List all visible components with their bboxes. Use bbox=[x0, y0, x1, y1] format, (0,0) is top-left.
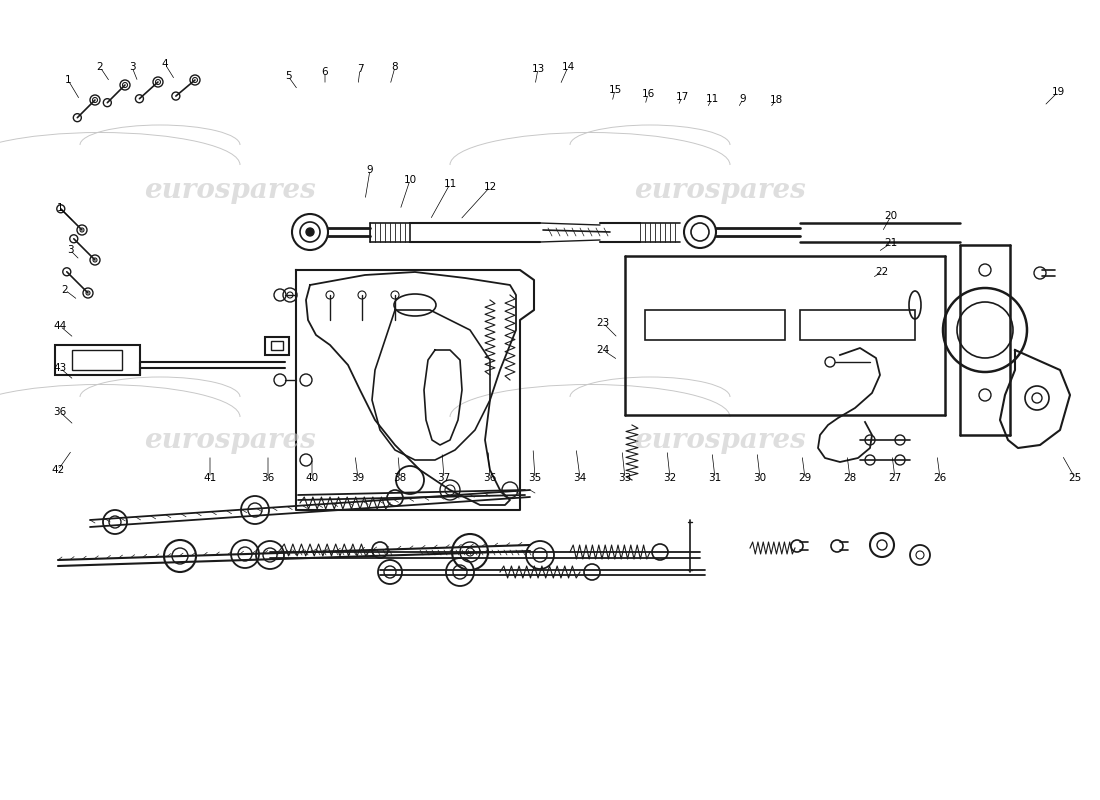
Text: 23: 23 bbox=[596, 318, 609, 328]
Text: 10: 10 bbox=[404, 175, 417, 185]
Text: 44: 44 bbox=[54, 321, 67, 331]
Text: 25: 25 bbox=[1068, 473, 1081, 483]
Text: 13: 13 bbox=[531, 64, 544, 74]
Text: 33: 33 bbox=[618, 473, 631, 483]
Text: 36: 36 bbox=[54, 407, 67, 417]
Text: 16: 16 bbox=[641, 89, 654, 99]
Text: 3: 3 bbox=[129, 62, 135, 72]
Text: 20: 20 bbox=[884, 211, 898, 221]
Text: 38: 38 bbox=[394, 473, 407, 483]
Text: 1: 1 bbox=[65, 75, 72, 85]
Text: 7: 7 bbox=[356, 64, 363, 74]
Text: 21: 21 bbox=[884, 238, 898, 248]
Bar bbox=[800, 310, 915, 340]
Text: 36: 36 bbox=[262, 473, 275, 483]
Bar bbox=[271, 341, 283, 350]
Text: eurospares: eurospares bbox=[144, 426, 316, 454]
Text: 6: 6 bbox=[321, 67, 328, 77]
Text: 35: 35 bbox=[528, 473, 541, 483]
Text: 8: 8 bbox=[392, 62, 398, 72]
Text: 32: 32 bbox=[663, 473, 676, 483]
Text: 30: 30 bbox=[754, 473, 767, 483]
Text: 2: 2 bbox=[97, 62, 103, 72]
Text: 1: 1 bbox=[57, 203, 64, 213]
Text: 5: 5 bbox=[285, 71, 292, 81]
Text: 11: 11 bbox=[443, 179, 456, 189]
Text: 17: 17 bbox=[675, 92, 689, 102]
Text: 43: 43 bbox=[54, 363, 67, 373]
Bar bbox=[72, 350, 122, 370]
Text: 11: 11 bbox=[705, 94, 718, 104]
Bar bbox=[645, 310, 785, 340]
Text: 2: 2 bbox=[62, 285, 68, 295]
Text: 37: 37 bbox=[438, 473, 451, 483]
Text: eurospares: eurospares bbox=[634, 177, 806, 203]
Text: 34: 34 bbox=[573, 473, 586, 483]
Text: 3: 3 bbox=[67, 245, 74, 255]
Text: 36: 36 bbox=[483, 473, 496, 483]
Text: 26: 26 bbox=[934, 473, 947, 483]
Text: eurospares: eurospares bbox=[144, 177, 316, 203]
Text: 39: 39 bbox=[351, 473, 364, 483]
Text: 9: 9 bbox=[366, 165, 373, 175]
Text: 29: 29 bbox=[799, 473, 812, 483]
Text: 27: 27 bbox=[889, 473, 902, 483]
Circle shape bbox=[306, 228, 313, 236]
Text: 22: 22 bbox=[876, 267, 889, 277]
Text: 19: 19 bbox=[1052, 87, 1065, 97]
Text: 42: 42 bbox=[52, 465, 65, 475]
Text: 18: 18 bbox=[769, 95, 782, 105]
Text: 12: 12 bbox=[483, 182, 496, 192]
Text: eurospares: eurospares bbox=[634, 426, 806, 454]
Text: 14: 14 bbox=[561, 62, 574, 72]
Text: 4: 4 bbox=[162, 59, 168, 69]
Text: 28: 28 bbox=[844, 473, 857, 483]
Bar bbox=[265, 337, 289, 355]
Text: 41: 41 bbox=[204, 473, 217, 483]
Bar bbox=[55, 345, 140, 375]
Text: 40: 40 bbox=[306, 473, 319, 483]
Text: 15: 15 bbox=[608, 85, 622, 95]
Text: 31: 31 bbox=[708, 473, 722, 483]
Text: 24: 24 bbox=[596, 345, 609, 355]
Text: 9: 9 bbox=[739, 94, 746, 104]
